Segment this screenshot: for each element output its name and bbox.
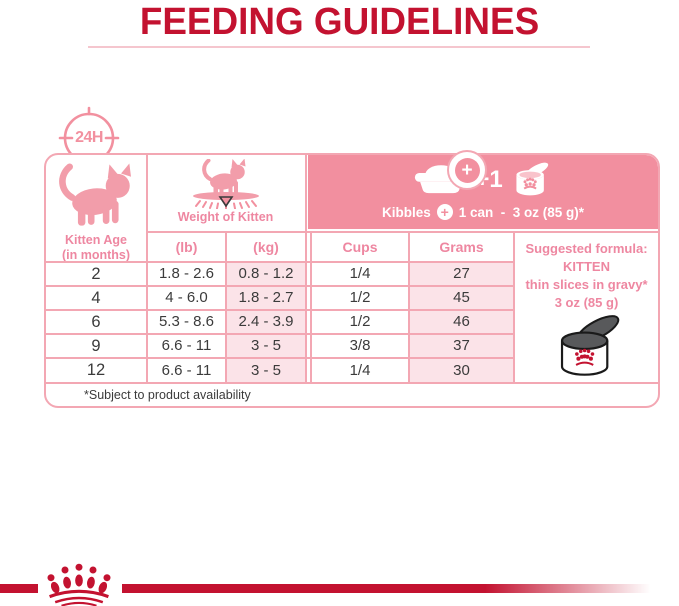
table-cell-cups: 1/4: [349, 265, 371, 282]
24h-label: 24H: [75, 129, 103, 146]
table-cell-age: 9: [91, 337, 101, 355]
grid-line: [146, 231, 658, 233]
grid-line: [46, 333, 513, 335]
kitten-on-scale-icon: [193, 159, 259, 209]
table-cell-lb: 4 - 6.0: [165, 289, 208, 306]
suggested-formula-label: Suggested formula:: [525, 241, 648, 256]
footnote: *Subject to product availability: [84, 388, 251, 402]
suggested-formula-panel: Suggested formula: KITTEN thin slices in…: [515, 233, 658, 382]
grid-line: [46, 382, 658, 384]
table-cell-kg: 3 - 5: [250, 362, 281, 379]
table-cell-age: 12: [86, 361, 106, 379]
suggested-formula-size: 3 oz (85 g): [554, 295, 619, 310]
plus-icon: +: [454, 157, 480, 183]
table-cell-lb: 1.8 - 2.6: [158, 265, 215, 282]
brand-bar-left: [0, 584, 38, 593]
table-cell-cups: 1/2: [349, 313, 371, 330]
table-cell-grams: 46: [453, 313, 470, 330]
column-header-kg: (kg): [253, 239, 279, 255]
can-amount-label: 1 can - 3 oz (85 g)*: [458, 204, 585, 220]
table-cell-kg: 3 - 5: [250, 337, 281, 354]
table-cell-kg: 2.4 - 3.9: [238, 313, 294, 330]
grid-line: [46, 285, 513, 287]
weight-column-header: Weight of Kitten: [177, 210, 274, 224]
banner-caption: Kibbles + 1 can - 3 oz (85 g)*: [308, 204, 658, 220]
table-cell-grams: 27: [453, 265, 470, 282]
table-cell-cups: 1/4: [349, 362, 371, 379]
plus-circle-icon: +: [436, 204, 453, 220]
24h-timer-icon: 24H: [58, 105, 120, 167]
table-cell-age: 2: [91, 265, 101, 283]
table-cell-cups: 3/8: [349, 337, 371, 354]
grid-line: [225, 231, 227, 382]
can-crown-logo-icon: [574, 348, 594, 361]
brand-bar-right: [122, 584, 656, 593]
age-header-line2: (in months): [61, 248, 131, 262]
table-cell-grams: 37: [453, 337, 470, 354]
table-cell-lb: 6.6 - 11: [161, 337, 212, 354]
column-header-grams: Grams: [439, 239, 484, 255]
royal-canin-crown-logo: [47, 563, 111, 606]
feeding-table: +1 Kibbles + 1 can - 3 oz: [44, 153, 660, 408]
grid-line: [146, 155, 148, 382]
grid-line: [408, 231, 410, 382]
grid-line: [46, 309, 513, 311]
kibbles-label: Kibbles: [381, 204, 431, 220]
grid-line: [310, 231, 312, 382]
open-can-icon: [516, 162, 548, 196]
column-header-lb: (lb): [175, 239, 198, 255]
page-title: FEEDING GUIDELINES: [139, 1, 540, 43]
kitten-silhouette-icon: [59, 163, 131, 226]
table-cell-kg: 1.8 - 2.7: [238, 289, 294, 306]
grid-line: [513, 231, 515, 382]
scale-pointer: [218, 196, 234, 208]
plus-circle-badge: +: [447, 150, 487, 190]
suggested-formula-name: KITTEN: [563, 259, 610, 274]
table-cell-grams: 30: [453, 362, 470, 379]
table-cell-kg: 0.8 - 1.2: [238, 265, 294, 282]
grid-line: [46, 357, 513, 359]
table-cell-cups: 1/2: [349, 289, 371, 306]
24h-timer-icon-graphic: [58, 106, 120, 164]
grid-line: [305, 155, 307, 382]
open-can-illustration: [560, 315, 619, 376]
table-cell-age: 4: [91, 289, 101, 307]
age-header-line1: Kitten Age: [64, 233, 128, 247]
kg-column-shading: [227, 263, 305, 382]
age-column-header: Kitten Age (in months): [46, 233, 146, 263]
table-cell-age: 6: [91, 313, 101, 331]
table-cell-lb: 6.6 - 11: [161, 362, 212, 379]
title-underline: [88, 46, 590, 48]
table-cell-grams: 45: [453, 289, 470, 306]
table-cell-lb: 5.3 - 8.6: [158, 313, 215, 330]
grid-line: [46, 261, 513, 263]
suggested-formula-variant: thin slices in gravy*: [525, 277, 648, 292]
grams-column-shading: [410, 263, 513, 382]
column-header-cups: Cups: [342, 239, 378, 255]
